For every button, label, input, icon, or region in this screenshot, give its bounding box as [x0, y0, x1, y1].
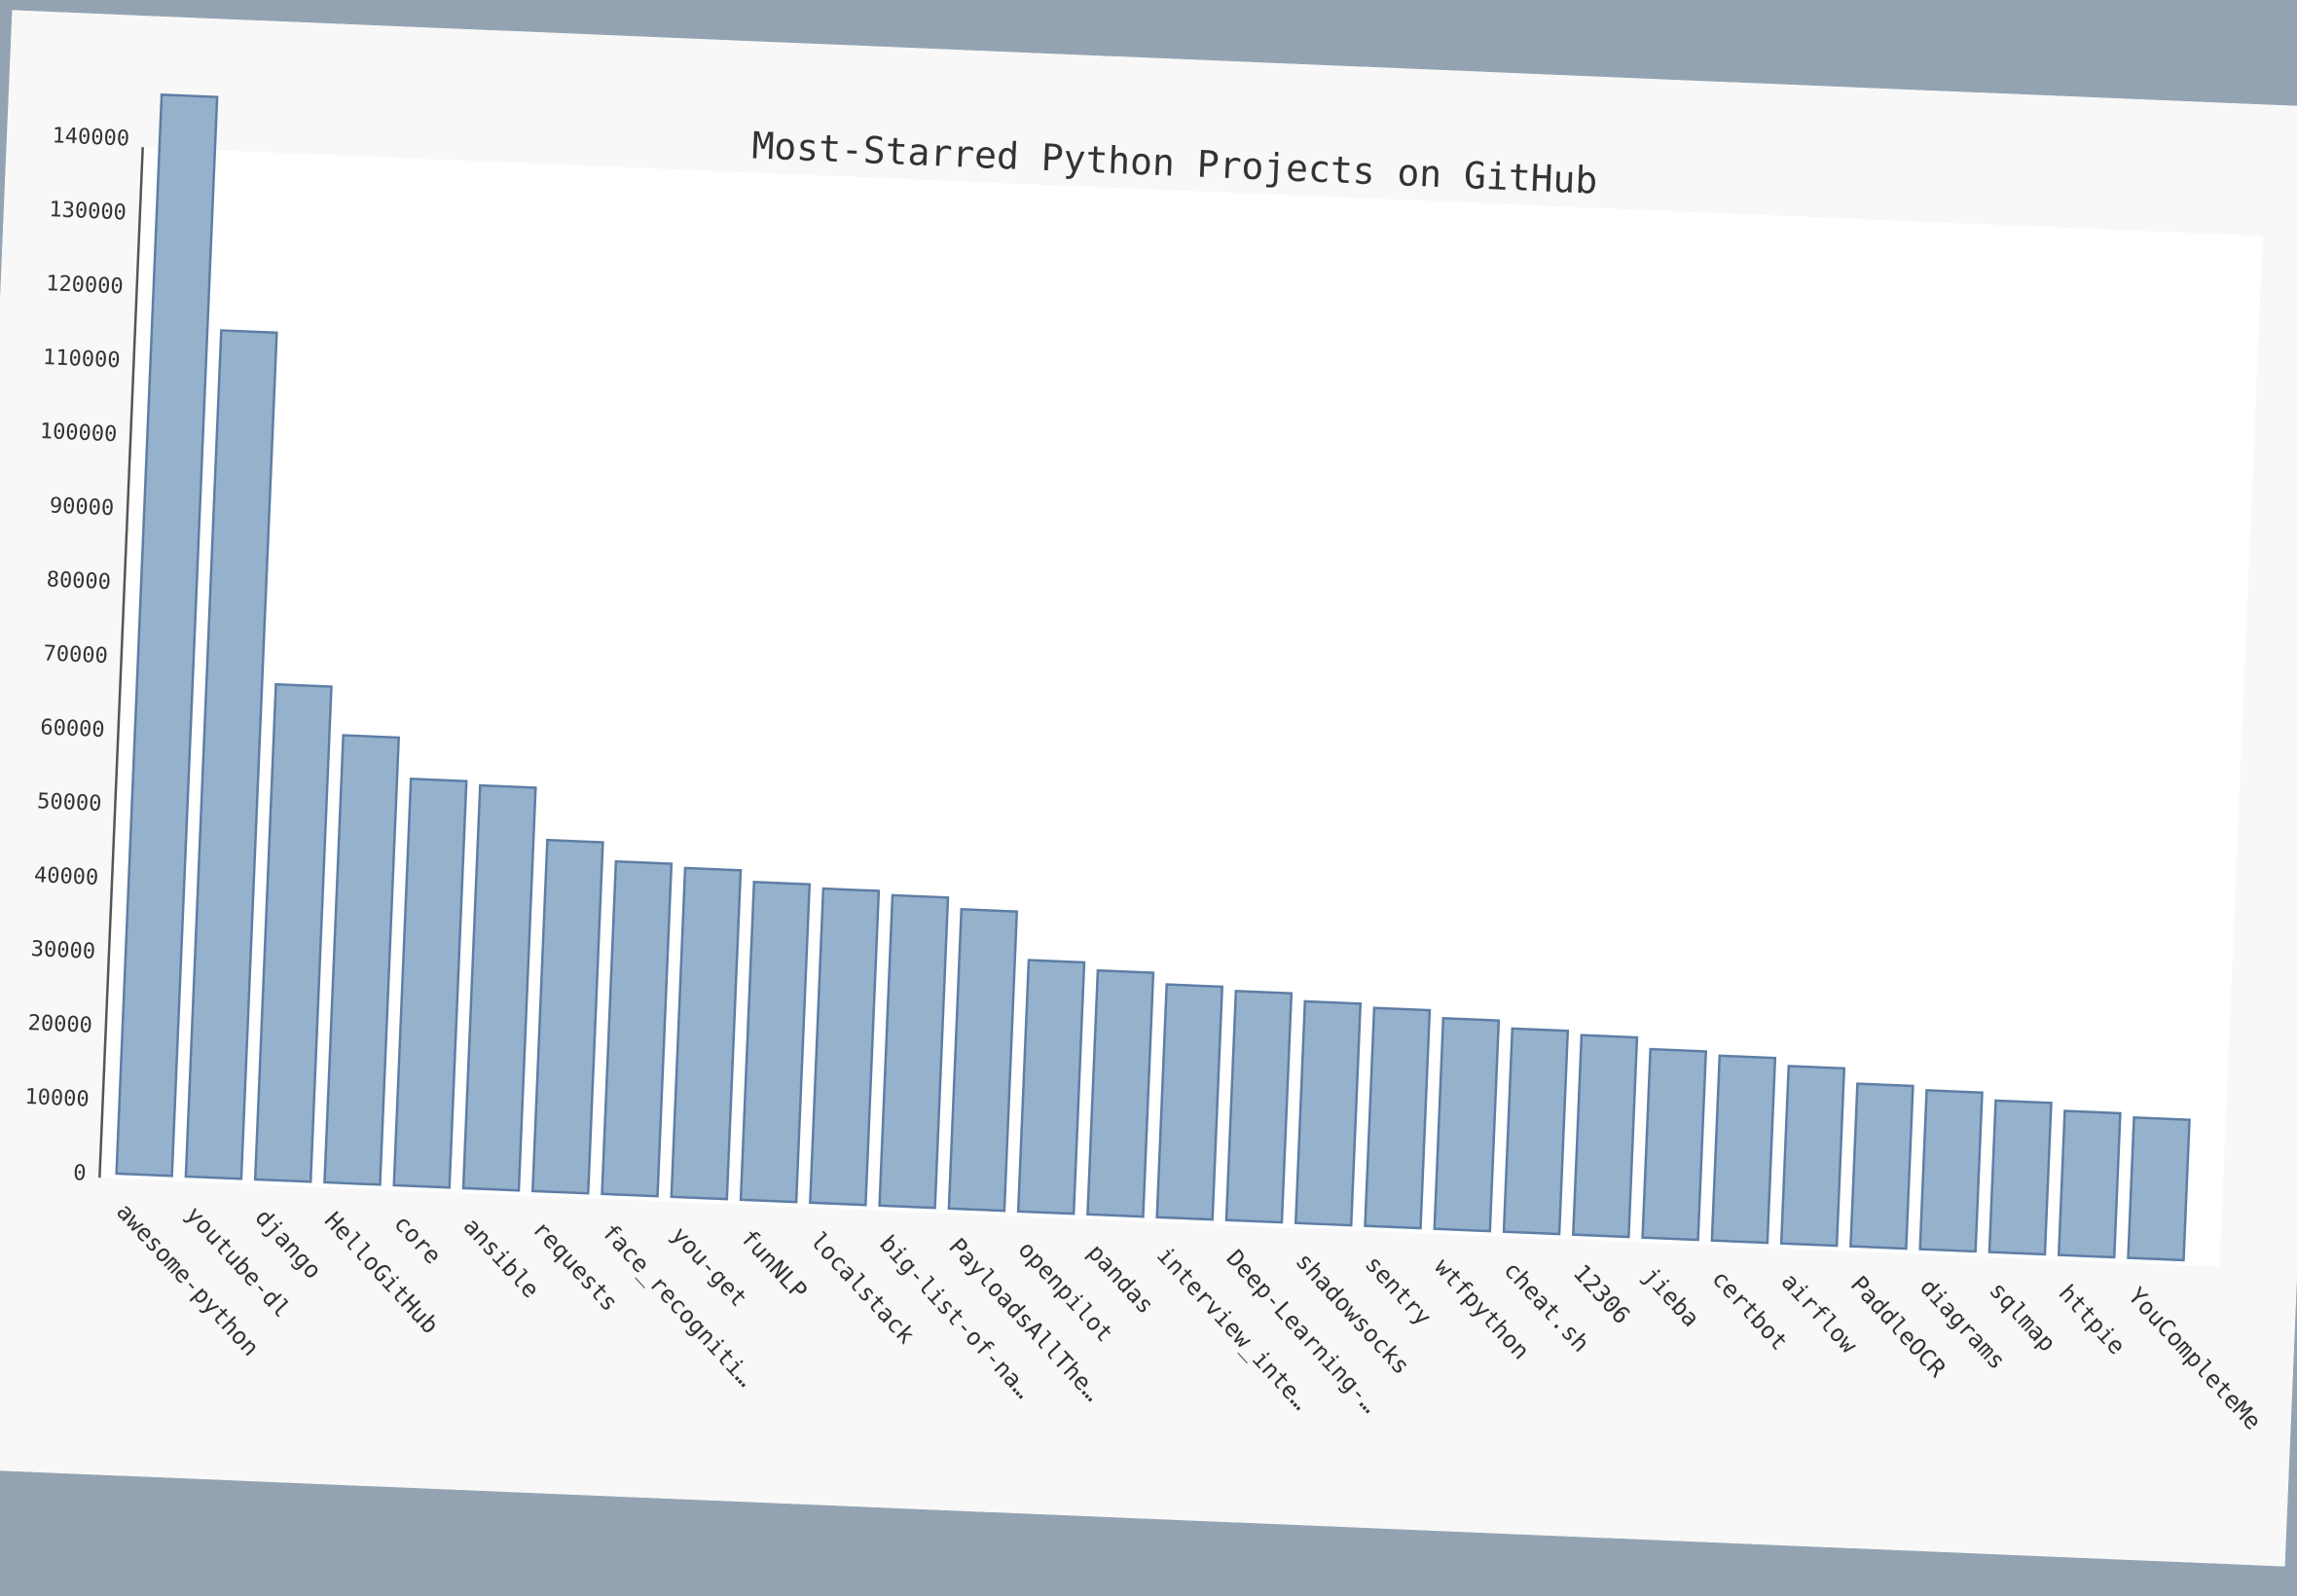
y-axis-ticks: 0 10000 20000 30000 40000 50000 60000 70000 8000…	[24, 124, 130, 1186]
y-tick-label: 120000	[46, 272, 124, 299]
bar-diagrams[interactable]	[1918, 1089, 1984, 1253]
bar-sentry[interactable]	[1364, 1006, 1432, 1230]
y-tick-label: 40000	[33, 863, 98, 890]
bars-group	[115, 93, 2191, 1262]
bar-face_recogniti…[interactable]	[601, 859, 674, 1198]
bar-12306[interactable]	[1572, 1034, 1639, 1239]
bar-interview_inte…[interactable]	[1155, 983, 1224, 1221]
y-tick-label: 60000	[40, 715, 105, 743]
y-axis-line	[98, 147, 144, 1179]
bar-Deep-Learning-…[interactable]	[1224, 990, 1294, 1224]
bar-youtube-dl[interactable]	[184, 329, 278, 1180]
bar-jieba[interactable]	[1641, 1047, 1708, 1242]
y-tick-label: 110000	[43, 345, 121, 373]
bar-shadowsocks[interactable]	[1294, 999, 1363, 1227]
chart-card: Most-Starred Python Projects on GitHub 0…	[0, 10, 2297, 1567]
y-tick-label: 100000	[39, 419, 117, 447]
y-tick-label: 80000	[46, 567, 111, 595]
bar-you-get[interactable]	[670, 866, 743, 1201]
bar-core[interactable]	[392, 777, 468, 1189]
bar-funNLP[interactable]	[739, 881, 812, 1204]
y-tick-label: 140000	[52, 124, 129, 151]
y-tick-label: 10000	[24, 1085, 90, 1112]
y-tick-label: 70000	[43, 641, 108, 669]
bar-awesome-python[interactable]	[115, 93, 219, 1178]
bar-wtfpython[interactable]	[1433, 1016, 1501, 1233]
bar-pandas[interactable]	[1086, 968, 1155, 1218]
bar-chart: Most-Starred Python Projects on GitHub 0…	[0, 10, 2297, 1567]
y-tick-label: 50000	[37, 789, 102, 816]
bar-ansible[interactable]	[461, 783, 537, 1192]
bar-PayloadsAllThe…[interactable]	[947, 907, 1019, 1213]
bar-HelloGitHub[interactable]	[323, 734, 401, 1186]
bar-certbot[interactable]	[1710, 1054, 1777, 1245]
y-tick-label: 30000	[30, 937, 95, 964]
bar-airflow[interactable]	[1779, 1065, 1846, 1248]
y-tick-label: 20000	[27, 1011, 92, 1038]
bar-YouCompleteMe[interactable]	[2127, 1115, 2191, 1262]
bar-big-list-of-na…[interactable]	[878, 893, 950, 1210]
bar-cheat.sh[interactable]	[1502, 1027, 1570, 1236]
bar-requests[interactable]	[530, 838, 604, 1195]
bar-localstack[interactable]	[809, 887, 881, 1207]
bar-sqlmap[interactable]	[1987, 1099, 2053, 1256]
y-tick-label: 130000	[49, 198, 127, 225]
bar-django[interactable]	[253, 682, 333, 1183]
y-tick-label: 0	[73, 1161, 87, 1186]
bar-httpie[interactable]	[2057, 1109, 2122, 1259]
y-tick-label: 90000	[49, 493, 114, 521]
bar-PaddleOCR[interactable]	[1849, 1082, 1914, 1251]
bar-openpilot[interactable]	[1016, 959, 1086, 1215]
